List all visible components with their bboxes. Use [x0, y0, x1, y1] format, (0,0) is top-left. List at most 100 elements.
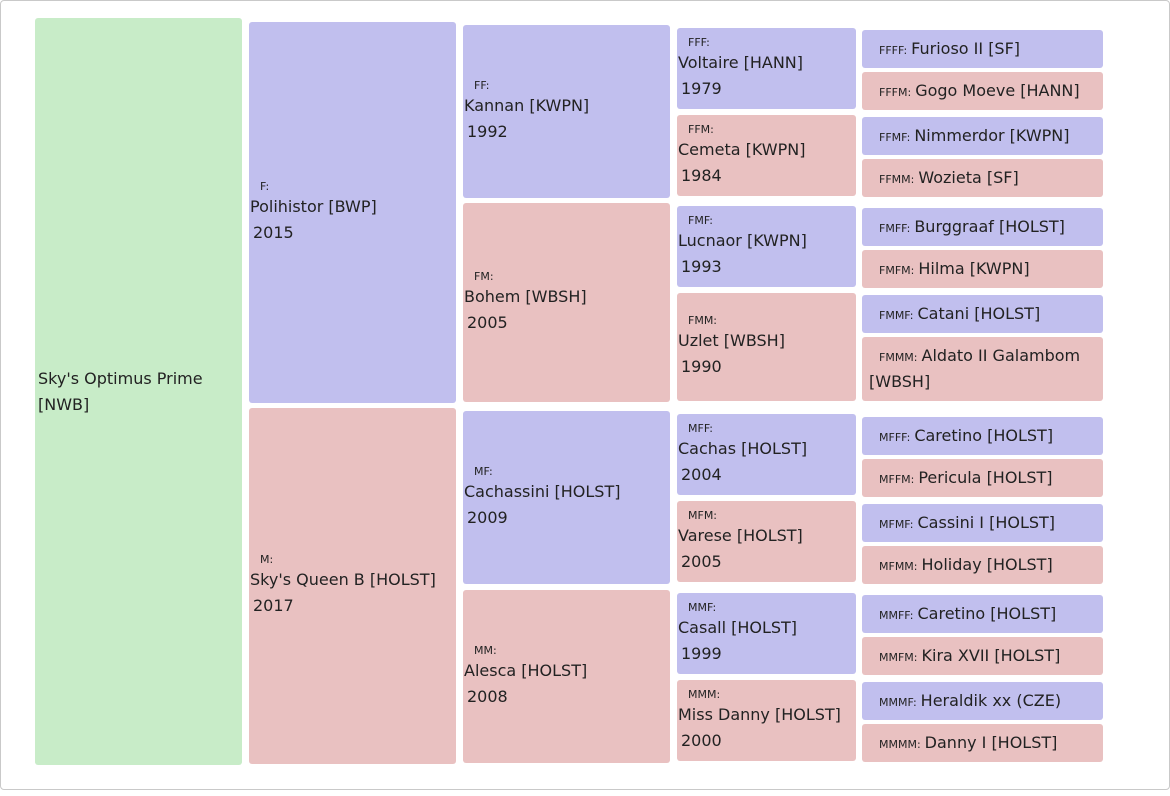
- horse-year: 2005: [681, 551, 722, 571]
- pedigree-code: MFFM:: [879, 473, 915, 486]
- pedigree-code: FMFF:: [879, 222, 911, 235]
- pedigree-box-ff[interactable]: FF: Kannan [KWPN] 1992: [463, 25, 670, 198]
- pedigree-code: MMMM:: [879, 738, 921, 751]
- horse-year: 2009: [467, 507, 508, 527]
- horse-year: 1999: [681, 643, 722, 663]
- pedigree-box-mff[interactable]: MFF: Cachas [HOLST] 2004: [677, 414, 856, 495]
- horse-name: Catani [HOLST]: [917, 304, 1041, 323]
- pedigree-box-fmf[interactable]: FMF: Lucnaor [KWPN] 1993: [677, 206, 856, 287]
- pedigree-code: FMM:: [688, 314, 718, 327]
- pedigree-code: MF:: [474, 464, 493, 478]
- pedigree-box-fffm[interactable]: FFFM: Gogo Moeve [HANN]: [862, 72, 1103, 110]
- pedigree-box-mmmf[interactable]: MMMF: Heraldik xx (CZE): [862, 682, 1103, 720]
- pedigree-code: FFM:: [688, 122, 714, 136]
- subject-name: Sky's Optimus Prime [NWB]: [38, 368, 203, 414]
- pedigree-box-m[interactable]: M: Sky's Queen B [HOLST] 2017: [249, 408, 456, 764]
- horse-name: Lucnaor [KWPN]: [678, 230, 807, 250]
- pedigree-box-mmf[interactable]: MMF: Casall [HOLST] 1999: [677, 593, 856, 674]
- pedigree-box-mmm[interactable]: MMM: Miss Danny [HOLST] 2000: [677, 680, 856, 761]
- horse-name: Varese [HOLST]: [678, 525, 803, 545]
- pedigree-code: MMM:: [688, 687, 721, 701]
- pedigree-box-mfmm[interactable]: MFMM: Holiday [HOLST]: [862, 546, 1103, 584]
- pedigree-box-mmff[interactable]: MMFF: Caretino [HOLST]: [862, 595, 1103, 633]
- pedigree-box-mm[interactable]: MM: Alesca [HOLST] 2008: [463, 590, 670, 763]
- horse-name: Nimmerdor [KWPN]: [914, 126, 1070, 145]
- horse-name: Sky's Queen B [HOLST]: [250, 570, 436, 589]
- pedigree-box-ffmm[interactable]: FFMM: Wozieta [SF]: [862, 159, 1103, 197]
- pedigree-code: MFM:: [688, 508, 718, 522]
- horse-name: Aldato II Galambom [WBSH]: [869, 346, 1081, 391]
- pedigree-box-mfm[interactable]: MFM: Varese [HOLST] 2005: [677, 501, 856, 582]
- horse-name: Bohem [WBSH]: [464, 286, 587, 306]
- horse-name: Cachas [HOLST]: [678, 438, 808, 458]
- pedigree-code: FFFM:: [879, 86, 912, 99]
- pedigree-box-fm[interactable]: FM: Bohem [WBSH] 2005: [463, 203, 670, 402]
- pedigree-code: MMFM:: [879, 651, 918, 664]
- pedigree-box-ffff[interactable]: FFFF: Furioso II [SF]: [862, 30, 1103, 68]
- pedigree-box-fmmf[interactable]: FMMF: Catani [HOLST]: [862, 295, 1103, 333]
- pedigree-code: MFFF:: [879, 431, 911, 444]
- pedigree-subject[interactable]: Sky's Optimus Prime [NWB]: [35, 18, 242, 765]
- horse-name: Holiday [HOLST]: [921, 555, 1053, 574]
- horse-name: Gogo Moeve [HANN]: [915, 81, 1080, 100]
- horse-year: 2005: [467, 312, 508, 332]
- horse-name: Danny I [HOLST]: [924, 733, 1058, 752]
- horse-name: Burggraaf [HOLST]: [914, 217, 1065, 236]
- horse-name: Hilma [KWPN]: [918, 259, 1030, 278]
- pedigree-code: MMMF:: [879, 696, 917, 709]
- pedigree-code: FMMM:: [879, 351, 918, 364]
- pedigree-box-fmmm[interactable]: FMMM: Aldato II Galambom [WBSH]: [862, 337, 1103, 401]
- pedigree-code: F:: [260, 179, 270, 193]
- horse-name: Voltaire [HANN]: [678, 52, 804, 72]
- horse-name: Wozieta [SF]: [918, 168, 1019, 187]
- horse-name: Casall [HOLST]: [678, 617, 798, 637]
- pedigree-code: MFF:: [688, 421, 713, 435]
- pedigree-code: MMF:: [688, 600, 717, 614]
- horse-name: Kannan [KWPN]: [464, 95, 590, 115]
- pedigree-code: FFFF:: [879, 44, 908, 57]
- pedigree-box-fmff[interactable]: FMFF: Burggraaf [HOLST]: [862, 208, 1103, 246]
- horse-year: 2004: [681, 464, 722, 484]
- pedigree-box-f[interactable]: F: Polihistor [BWP] 2015: [249, 22, 456, 403]
- horse-name: Cachassini [HOLST]: [464, 481, 621, 501]
- horse-year: 1993: [681, 256, 722, 276]
- horse-year: 2008: [467, 686, 508, 706]
- horse-year: 1990: [681, 357, 722, 376]
- horse-name: Furioso II [SF]: [911, 39, 1021, 58]
- pedigree-code: MFMF:: [879, 518, 914, 531]
- horse-name: Uzlet [WBSH]: [678, 331, 785, 350]
- horse-name: Pericula [HOLST]: [918, 468, 1053, 487]
- pedigree-code: FMMF:: [879, 309, 914, 322]
- pedigree-box-fmfm[interactable]: FMFM: Hilma [KWPN]: [862, 250, 1103, 288]
- pedigree-code: FMF:: [688, 213, 713, 227]
- horse-name: Kira XVII [HOLST]: [921, 646, 1061, 665]
- horse-name: Caretino [HOLST]: [917, 604, 1057, 623]
- pedigree-box-mmfm[interactable]: MMFM: Kira XVII [HOLST]: [862, 637, 1103, 675]
- horse-year: 2017: [253, 596, 294, 615]
- pedigree-box-mfmf[interactable]: MFMF: Cassini I [HOLST]: [862, 504, 1103, 542]
- horse-year: 1984: [681, 165, 722, 185]
- pedigree-box-mmmm[interactable]: MMMM: Danny I [HOLST]: [862, 724, 1103, 762]
- horse-name: Polihistor [BWP]: [250, 196, 377, 216]
- pedigree-box-ffm[interactable]: FFM: Cemeta [KWPN] 1984: [677, 115, 856, 196]
- horse-year: 1992: [467, 121, 508, 141]
- pedigree-code: FM:: [474, 269, 494, 283]
- horse-name: Miss Danny [HOLST]: [678, 704, 841, 724]
- pedigree-box-ffmf[interactable]: FFMF: Nimmerdor [KWPN]: [862, 117, 1103, 155]
- pedigree-box-mf[interactable]: MF: Cachassini [HOLST] 2009: [463, 411, 670, 584]
- horse-name: Alesca [HOLST]: [464, 660, 588, 680]
- pedigree-box-mfff[interactable]: MFFF: Caretino [HOLST]: [862, 417, 1103, 455]
- pedigree-code: MMFF:: [879, 609, 914, 622]
- pedigree-code: FFF:: [688, 35, 710, 49]
- pedigree-box-mffm[interactable]: MFFM: Pericula [HOLST]: [862, 459, 1103, 497]
- pedigree-code: FF:: [474, 78, 490, 92]
- pedigree-box-fmm[interactable]: FMM: Uzlet [WBSH] 1990: [677, 293, 856, 401]
- pedigree-code: FFMF:: [879, 131, 911, 144]
- pedigree-code: FFMM:: [879, 173, 915, 186]
- pedigree-code: M:: [260, 553, 274, 566]
- horse-name: Caretino [HOLST]: [914, 426, 1054, 445]
- horse-year: 1979: [681, 78, 722, 98]
- pedigree-code: FMFM:: [879, 264, 915, 277]
- pedigree-box-fff[interactable]: FFF: Voltaire [HANN] 1979: [677, 28, 856, 109]
